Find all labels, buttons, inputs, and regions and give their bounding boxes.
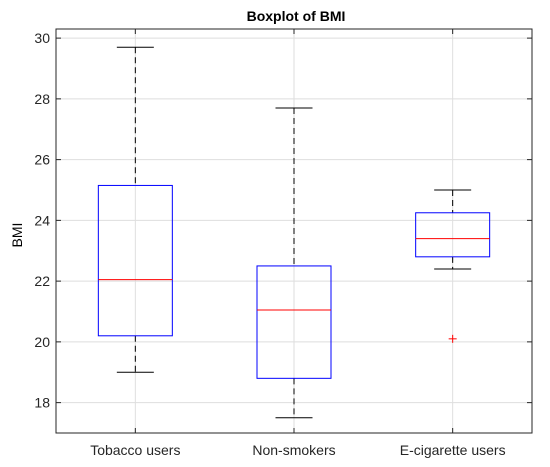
y-tick-label: 30 [34,30,50,46]
box-non-smokers [256,265,332,379]
x-tick-label: Non-smokers [252,442,335,458]
y-tick-label: 26 [34,152,50,168]
x-tick-label: E-cigarette users [400,442,506,458]
y-tick-label: 24 [34,212,50,228]
outlier-marker-e-cigarette-users [448,334,457,343]
y-tick-label: 28 [34,91,50,107]
box-e-cigarette-users [415,212,491,258]
y-tick-label: 22 [34,273,50,289]
chart-title: Boxplot of BMI [247,8,346,24]
y-tick-label: 20 [34,334,50,350]
x-tick-label: Tobacco users [90,442,180,458]
axes: 18 20 22 24 26 28 30 Tobacco users Non-smokers E-… [34,28,533,458]
box-tobacco-users [97,184,173,337]
plot-area [97,46,491,419]
y-axis-label: BMI [9,223,25,248]
y-tick-label: 18 [34,395,50,411]
